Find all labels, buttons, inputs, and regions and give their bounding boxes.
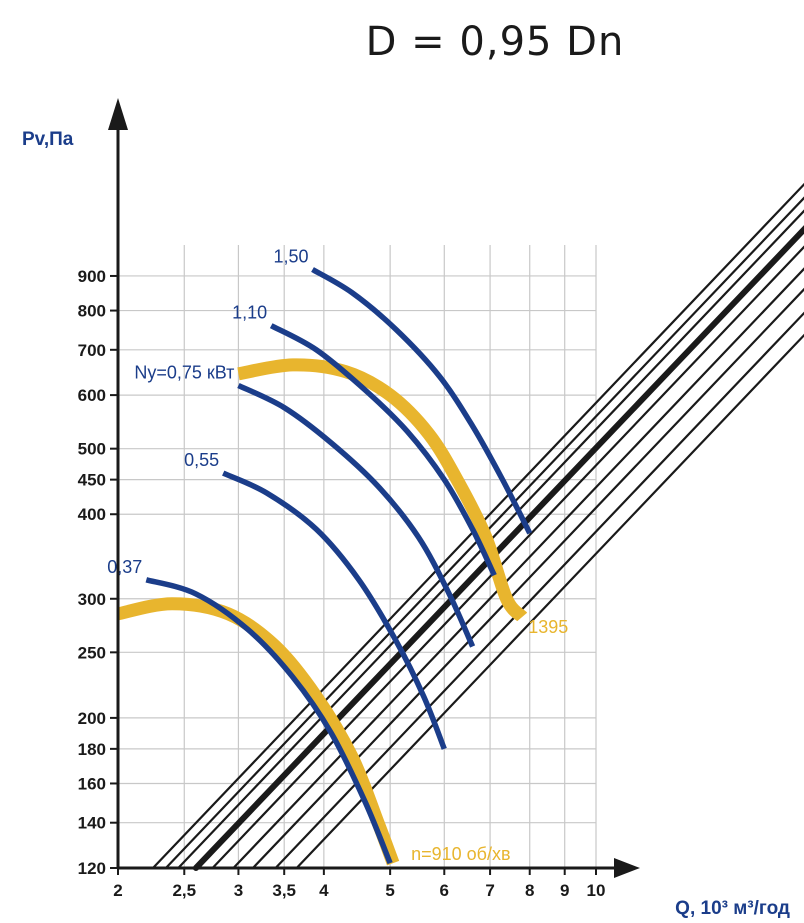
- power-curve: [311, 267, 533, 535]
- x-tick-label: 7: [485, 881, 494, 900]
- speed-curve-label: n=910 об/хв: [411, 844, 510, 864]
- y-tick-label: 700: [78, 341, 106, 360]
- efficiency-line: [151, 182, 804, 870]
- power-curve: [269, 323, 497, 577]
- x-tick-label: 2: [113, 881, 122, 900]
- y-tick-label: 200: [78, 709, 106, 728]
- power-curve: [222, 470, 447, 750]
- speed-curve: [116, 597, 400, 866]
- y-tick-label: 180: [78, 740, 106, 759]
- x-axis-arrow: [614, 858, 640, 878]
- chart-title: D = 0,95 Dn: [366, 19, 625, 65]
- efficiency-line: [251, 287, 804, 870]
- y-tick-label: 400: [78, 505, 106, 524]
- efficiency-line: [177, 209, 804, 870]
- axes-layer: 2 2,5 3 3,5 4 5 6 7 8 9 10 120 140 160 180 200 250 300 400…: [78, 98, 640, 900]
- power-curve: [237, 382, 476, 648]
- efficiency-line: [295, 333, 804, 870]
- efficiency-line: [164, 196, 804, 870]
- y-tick-label: 250: [78, 643, 106, 662]
- y-axis-label: Pv,Па: [22, 129, 74, 150]
- power-curve-label: 0,37: [107, 557, 142, 577]
- efficiency-line: [232, 267, 804, 870]
- power-curve: [145, 577, 393, 865]
- efficiency-lines-layer: η=0,7700,8000,8300,8500,8300,8000,7500,7…: [151, 182, 804, 871]
- y-axis-arrow: [108, 98, 128, 130]
- x-tick-label: 3: [234, 881, 243, 900]
- power-curve-label: 1,10: [232, 303, 267, 323]
- x-tick-label: 2,5: [172, 881, 196, 900]
- y-tick-label: 600: [78, 386, 106, 405]
- y-tick-label: 160: [78, 774, 106, 793]
- x-tick-label: 10: [587, 881, 606, 900]
- x-tick-label: 8: [525, 881, 534, 900]
- y-tick-label: 450: [78, 471, 106, 490]
- x-tick-label: 5: [385, 881, 394, 900]
- y-tick-label: 800: [78, 302, 106, 321]
- efficiency-line: [211, 245, 804, 870]
- efficiency-line: [192, 225, 804, 871]
- y-tick-label: 900: [78, 267, 106, 286]
- x-axis-label: Q, 10³ м³/год: [675, 898, 790, 919]
- power-curve-label: 1,50: [273, 247, 308, 267]
- y-tick-label: 300: [78, 590, 106, 609]
- y-tick-label: 500: [78, 440, 106, 459]
- x-tick-label: 3,5: [272, 881, 296, 900]
- speed-curve-label: 1395: [528, 617, 568, 637]
- y-tick-label: 120: [78, 859, 106, 878]
- power-curve-label: 0,55: [184, 450, 219, 470]
- power-curves-layer: 0,37 0,55 Ny=0,75 кВт 1,10 1,50: [107, 247, 533, 865]
- speed-curves-layer: n=910 об/хв 1395: [116, 358, 568, 866]
- x-tick-label: 6: [440, 881, 449, 900]
- speed-curve: [237, 358, 528, 622]
- power-curve-label: Ny=0,75 кВт: [134, 362, 234, 382]
- x-tick-label: 9: [560, 881, 569, 900]
- x-tick-label: 4: [319, 881, 329, 900]
- efficiency-line: [274, 311, 804, 870]
- y-tick-label: 140: [78, 814, 106, 833]
